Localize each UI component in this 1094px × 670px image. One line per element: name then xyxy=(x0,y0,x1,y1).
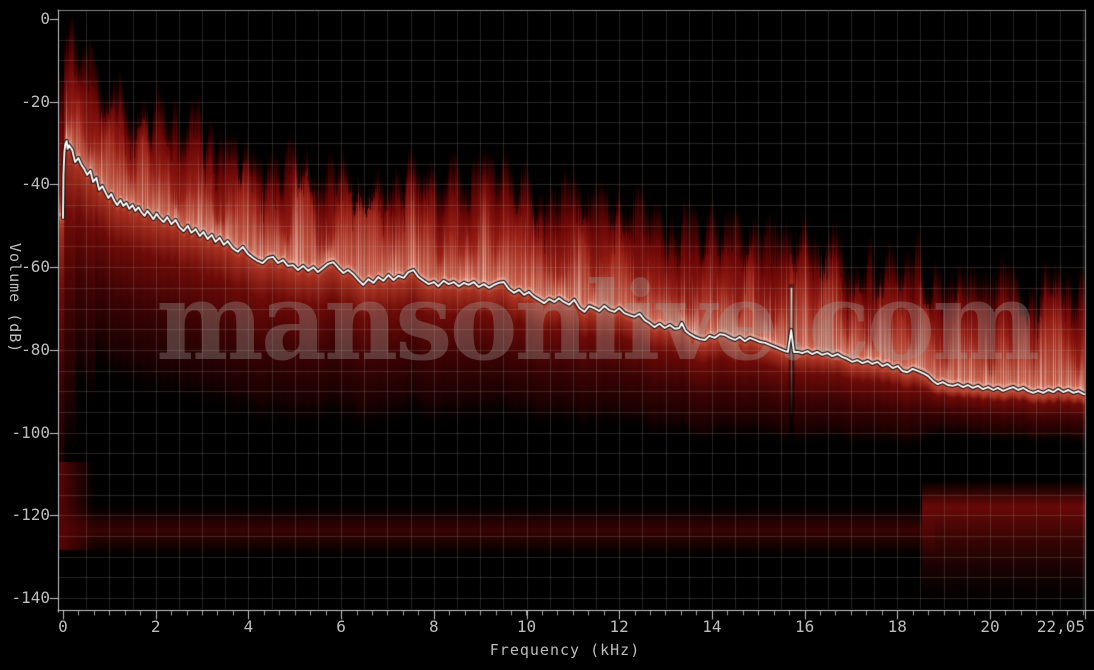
x-tick-label: 10 xyxy=(516,617,537,636)
y-tick-label: -120 xyxy=(11,505,50,525)
y-axis-title: Volume (dB) xyxy=(6,243,24,354)
y-tick-label: -140 xyxy=(11,588,50,608)
y-tick-label: -100 xyxy=(11,422,50,442)
x-tick-label: 22,05 xyxy=(1036,617,1085,636)
y-tick-label: -80 xyxy=(21,339,50,359)
x-tick-label: 0 xyxy=(58,617,68,636)
x-axis-title: Frequency (kHz) xyxy=(489,641,641,659)
y-tick-label: -20 xyxy=(21,91,50,111)
x-tick-label: 18 xyxy=(887,617,907,636)
y-tick-label: -60 xyxy=(21,257,50,277)
x-tick-label: 14 xyxy=(702,617,722,636)
x-tick-label: 8 xyxy=(428,617,439,636)
y-tick-label: -40 xyxy=(21,174,50,194)
x-tick-label: 2 xyxy=(150,617,161,636)
x-tick-label: 12 xyxy=(609,617,629,636)
x-tick-label: 20 xyxy=(980,617,1000,636)
x-tick-label: 6 xyxy=(336,617,346,636)
x-tick-label: 16 xyxy=(794,617,815,636)
y-tick-label: 0 xyxy=(40,9,50,28)
x-tick-label: 4 xyxy=(243,617,254,636)
